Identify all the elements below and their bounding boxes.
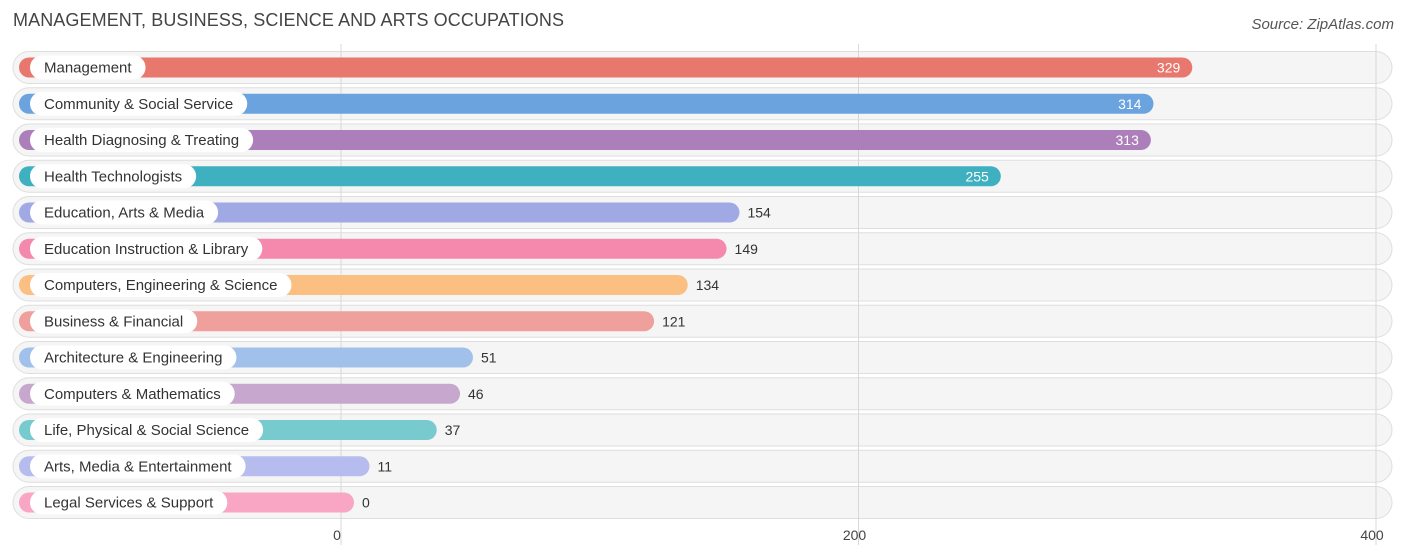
category-label-background — [30, 128, 254, 152]
x-tick-label: 0 — [333, 527, 341, 543]
value-label: 154 — [747, 205, 771, 221]
category-label-background — [30, 381, 235, 406]
category-label-background — [30, 490, 228, 515]
category-label: Health Technologists — [44, 168, 182, 185]
category-label: Health Diagnosing & Treating — [44, 132, 239, 149]
category-label-background — [30, 345, 237, 370]
category-label-background — [30, 164, 197, 189]
value-label: 134 — [696, 277, 720, 293]
category-label: Management — [44, 60, 132, 77]
x-tick-label: 400 — [1360, 527, 1384, 543]
value-label: 121 — [662, 313, 686, 329]
value-label: 329 — [1157, 60, 1181, 76]
category-label: Business & Financial — [44, 313, 183, 330]
category-label: Legal Services & Support — [44, 495, 214, 512]
category-label-background — [30, 91, 248, 116]
bars: Management 329 Community & Social Service 3… — [19, 55, 1193, 515]
category-label-background — [30, 200, 219, 225]
value-label: 11 — [377, 458, 392, 474]
value-label: 314 — [1118, 96, 1142, 112]
x-axis-ticks: 0 200 400 — [333, 527, 1384, 543]
bar — [19, 166, 1001, 187]
value-label: 51 — [481, 350, 497, 366]
category-label-background — [30, 236, 263, 261]
category-label: Community & Social Service — [44, 96, 233, 113]
value-label: 313 — [1116, 132, 1140, 148]
category-label-background — [30, 454, 246, 479]
category-label-background — [30, 273, 292, 297]
category-label-background — [30, 55, 146, 80]
bar — [19, 130, 1151, 150]
row-background — [12, 486, 1393, 519]
category-label: Life, Physical & Social Science — [44, 422, 249, 439]
value-label: 149 — [735, 241, 759, 257]
category-label: Computers & Mathematics — [44, 386, 221, 403]
source-note: Source: ZipAtlas.com — [1251, 16, 1394, 33]
category-label-background — [30, 309, 198, 334]
value-label: 46 — [468, 386, 484, 402]
value-label: 255 — [965, 168, 989, 184]
category-label: Arts, Media & Entertainment — [44, 458, 232, 475]
bar — [19, 93, 1154, 114]
category-label-background — [30, 418, 264, 442]
category-label: Computers, Engineering & Science — [44, 277, 277, 294]
category-label: Education, Arts & Media — [44, 205, 205, 222]
chart-title: MANAGEMENT, BUSINESS, SCIENCE AND ARTS O… — [13, 10, 565, 30]
category-label: Architecture & Engineering — [44, 350, 222, 367]
value-label: 0 — [362, 495, 370, 511]
bar — [19, 57, 1193, 78]
value-label: 37 — [445, 422, 461, 438]
category-label: Education Instruction & Library — [44, 241, 249, 258]
x-tick-label: 200 — [843, 527, 867, 543]
